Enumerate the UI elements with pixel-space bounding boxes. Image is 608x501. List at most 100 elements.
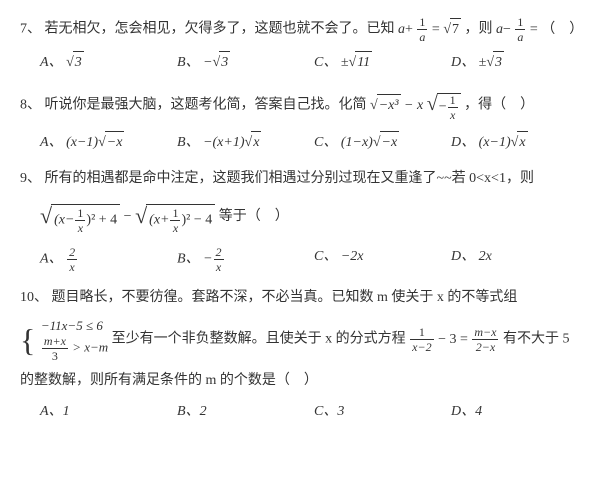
q9-s2-b: )² − 4	[181, 212, 212, 227]
q7-minus: −	[503, 22, 511, 37]
q10-case2: m+x3 > x−m	[41, 335, 108, 362]
q10-stem-line1: 10、 题目略长，不要彷徨。套路不深，不必当真。已知数 m 使关于 x 的不等式…	[20, 287, 588, 309]
q7-opt-D[interactable]: D、 ±√3	[451, 51, 588, 74]
q7-opt-A[interactable]: A、 √3	[40, 51, 177, 74]
q7-a1: a	[398, 22, 405, 37]
q7-D-label: D、	[451, 55, 475, 70]
q10-A-val: 1	[63, 404, 70, 419]
q9-s2-d: x	[170, 221, 180, 234]
q10-f2-d: 2−x	[472, 340, 498, 353]
q7-A-sqrt: √3	[66, 51, 84, 74]
q7-sqrt1-arg: 7	[450, 18, 461, 41]
q7-eq1: =	[432, 22, 443, 37]
q10-C-val: 3	[337, 404, 344, 419]
q8-D-pre: (x−1)	[479, 135, 511, 150]
q10-mid1: − 3 =	[438, 332, 471, 347]
q9-sqrt2: √ (x+1x)² − 4	[135, 198, 215, 235]
q7-frac1: 1a	[417, 16, 427, 43]
q7-text-a: 若无相欠，怎会相见，欠得多了，这题也就不会了。已知	[45, 22, 395, 37]
q7-B-pre: −	[203, 55, 212, 70]
q10-c2-rest: > x−m	[69, 340, 108, 355]
q10-opt-D[interactable]: D、4	[451, 401, 588, 423]
q9-opt-A[interactable]: A、 2x	[40, 246, 177, 273]
q9-C-val: −2x	[341, 249, 364, 264]
q7-A-val: 3	[73, 51, 84, 74]
q8-text-b: ，得（ ）	[464, 98, 534, 113]
q10-opt-B[interactable]: B、2	[177, 401, 314, 423]
q9-B-label: B、	[177, 251, 200, 266]
q10-f2-n: m−x	[472, 326, 498, 340]
q7-C-sqrt: √11	[349, 51, 373, 74]
q9-C-label: C、	[314, 249, 337, 264]
q9-A-label: A、	[40, 251, 63, 266]
q9-text-a: 所有的相遇都是命中注定，这题我们相遇过分别过现在又重逢了~~若 0<x<1，则	[45, 171, 534, 186]
q7-sqrt1: √7	[443, 18, 461, 41]
q7-eq2: = （ ）	[530, 22, 583, 37]
q8-sqrt1-arg: −x³	[377, 94, 401, 117]
q10-D-val: 4	[475, 404, 482, 419]
q9-s2-n: 1	[170, 207, 180, 221]
q10-case1: −11x−5 ≤ 6	[41, 317, 108, 335]
q8-opt-D[interactable]: D、 (x−1)√x	[451, 131, 588, 154]
q7-opt-B[interactable]: B、 −√3	[177, 51, 314, 74]
q10-c2-d: 3	[42, 349, 68, 362]
q7-B-label: B、	[177, 55, 200, 70]
q7-opt-C[interactable]: C、 ±√11	[314, 51, 451, 74]
q10-opt-C[interactable]: C、3	[314, 401, 451, 423]
q8-opt-C[interactable]: C、 (1−x)√−x	[314, 131, 451, 154]
q9-s2-a: (x+	[149, 212, 169, 227]
q9-s1-b: )² + 4	[86, 212, 117, 227]
q10-text-a: 题目略长，不要彷徨。套路不深，不必当真。已知数 m 使关于 x 的不等式组	[52, 290, 518, 305]
q9-mid: −	[124, 209, 135, 224]
q9-s1-a: (x−	[54, 212, 74, 227]
q7-C-pre: ±	[341, 55, 349, 70]
q7-frac1-n: 1	[417, 16, 427, 30]
q10-C-label: C、	[314, 404, 337, 419]
q9-opt-C[interactable]: C、 −2x	[314, 246, 451, 273]
q7-B-val: 3	[219, 51, 230, 74]
q8-s2-d: x	[448, 108, 458, 121]
q7-plus: +	[405, 22, 413, 37]
q10-c2-n: m+x	[42, 335, 68, 349]
left-brace-icon: {	[20, 322, 35, 358]
q8-minus: − x	[404, 98, 423, 113]
q9-A-d: x	[67, 260, 77, 273]
q10-A-label: A、	[40, 404, 63, 419]
q8-B-pre: −(x+1)	[203, 135, 244, 150]
q9-B-d: x	[214, 260, 224, 273]
q8-sqrt2: √−1x	[427, 88, 461, 122]
question-7: 7、 若无相欠，怎会相见，欠得多了，这题也就不会了。已知 a+ 1a = √7 …	[20, 16, 588, 74]
q9-s1-n: 1	[75, 207, 85, 221]
q10-stem-line3: 的整数解，则所有满足条件的 m 的个数是（ ）	[20, 370, 588, 392]
q10-D-label: D、	[451, 404, 475, 419]
q8-C-label: C、	[314, 135, 337, 150]
q7-C-label: C、	[314, 55, 337, 70]
q10-opt-A[interactable]: A、1	[40, 401, 177, 423]
q8-options: A、 (x−1)√−x B、 −(x+1)√x C、 (1−x)√−x D、 (…	[20, 131, 588, 154]
q7-frac2-n: 1	[515, 16, 525, 30]
q8-opt-A[interactable]: A、 (x−1)√−x	[40, 131, 177, 154]
q7-D-pre: ±	[479, 55, 487, 70]
q9-number: 9、	[20, 171, 41, 186]
q9-opt-B[interactable]: B、 −2x	[177, 246, 314, 273]
q10-f1-n: 1	[410, 326, 433, 340]
q9-opt-D[interactable]: D、 2x	[451, 246, 588, 273]
q10-eqn: 1x−2 − 3 = m−x2−x	[409, 332, 503, 347]
q7-A-label: A、	[40, 55, 63, 70]
q7-text-b: ，则	[465, 22, 493, 37]
question-10: 10、 题目略长，不要彷徨。套路不深，不必当真。已知数 m 使关于 x 的不等式…	[20, 287, 588, 423]
q10-B-val: 2	[200, 404, 207, 419]
question-8: 8、 听说你是最强大脑，这题考化简，答案自己找。化简 √−x³ − x √−1x…	[20, 88, 588, 154]
q10-text-b: 至少有一个非负整数解。且使关于 x 的分式方程	[112, 332, 406, 347]
q9-s1-d: x	[75, 221, 85, 234]
q8-sqrt2-pre: −	[439, 99, 447, 114]
q8-A-rad: −x	[105, 131, 125, 154]
q7-stem: 7、 若无相欠，怎会相见，欠得多了，这题也就不会了。已知 a+ 1a = √7 …	[20, 16, 588, 43]
q8-s2-n: 1	[448, 94, 458, 108]
q9-text-b: 等于（ ）	[219, 209, 289, 224]
q8-D-rad: x	[517, 131, 527, 154]
q8-opt-B[interactable]: B、 −(x+1)√x	[177, 131, 314, 154]
question-9: 9、 所有的相遇都是命中注定，这题我们相遇过分别过现在又重逢了~~若 0<x<1…	[20, 168, 588, 273]
q10-stem-line2: { −11x−5 ≤ 6 m+x3 > x−m 至少有一个非负整数解。且使关于 …	[20, 317, 588, 362]
q7-C-val: 11	[355, 51, 372, 74]
